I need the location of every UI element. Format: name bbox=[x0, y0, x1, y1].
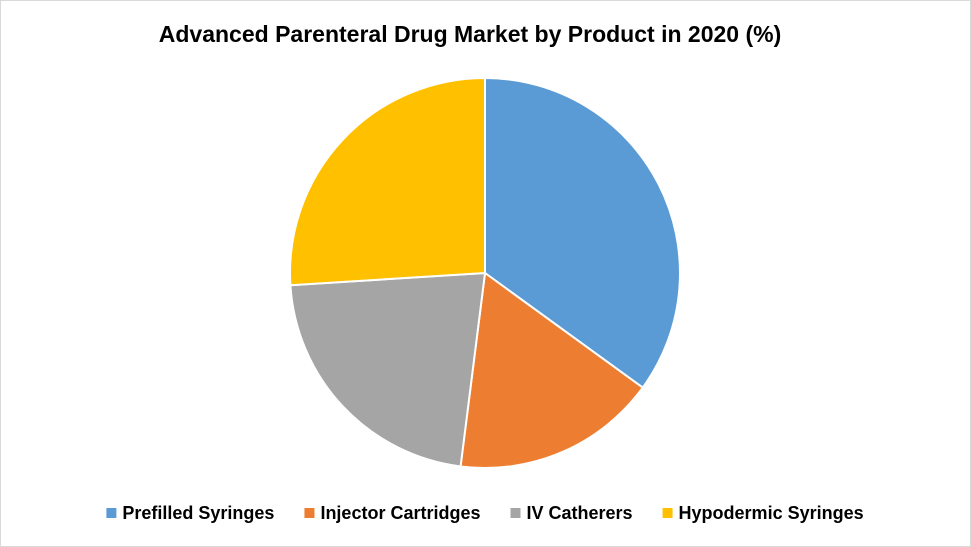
legend-label: Prefilled Syringes bbox=[122, 503, 274, 523]
legend-swatch bbox=[510, 508, 521, 518]
legend-swatch bbox=[106, 508, 117, 518]
legend-label: Injector Cartridges bbox=[320, 503, 480, 523]
pie-slice bbox=[289, 271, 487, 468]
legend-swatch bbox=[304, 508, 315, 518]
pie-slice bbox=[289, 76, 486, 287]
legend-swatch bbox=[662, 508, 673, 518]
legend-label: IV Catherers bbox=[526, 503, 632, 523]
pie-slice bbox=[484, 76, 681, 390]
chart-title: Advanced Parenteral Drug Market by Produ… bbox=[159, 21, 781, 47]
legend-label: Hypodermic Syringes bbox=[679, 503, 864, 523]
pie-slice bbox=[459, 271, 645, 469]
